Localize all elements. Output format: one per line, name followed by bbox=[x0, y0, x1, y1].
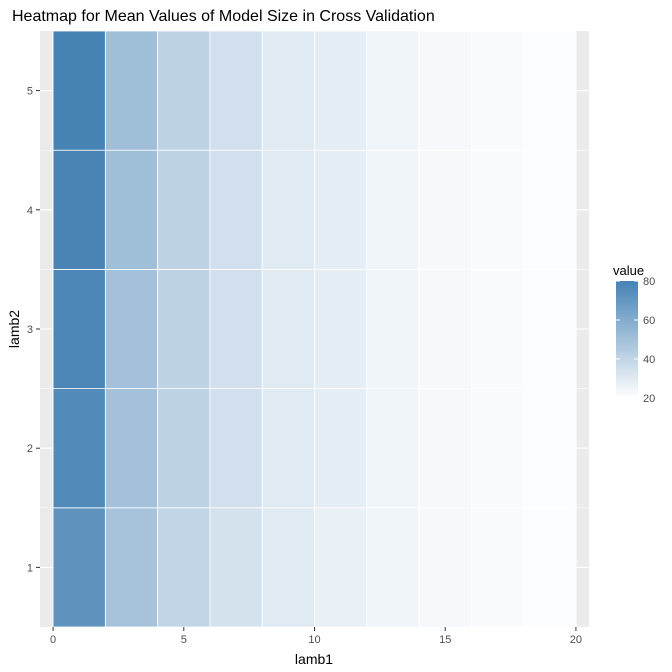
y-axis: 1 2 3 4 5 bbox=[27, 86, 40, 574]
heatmap-tile bbox=[418, 268, 472, 389]
heatmap-tile bbox=[366, 268, 420, 389]
heatmap-tile bbox=[523, 30, 577, 151]
heatmap-tile bbox=[52, 30, 106, 151]
y-axis-title: lamb2 bbox=[6, 310, 22, 348]
heatmap-tile bbox=[209, 149, 263, 270]
heatmap-tile bbox=[470, 30, 525, 151]
heatmap-tile bbox=[52, 268, 106, 389]
legend-tick-label: 20 bbox=[643, 393, 655, 405]
heatmap-tile bbox=[104, 149, 159, 270]
heatmap-tile bbox=[470, 507, 525, 628]
heatmap-tile bbox=[157, 149, 211, 270]
heatmap-tile bbox=[523, 507, 577, 628]
heatmap-tiles bbox=[52, 30, 577, 628]
heatmap-tile bbox=[314, 388, 368, 509]
heatmap-tile bbox=[157, 507, 211, 628]
heatmap-tile bbox=[470, 388, 525, 509]
heatmap-tile bbox=[209, 30, 263, 151]
x-axis-title: lamb1 bbox=[295, 651, 333, 667]
heatmap-tile bbox=[52, 149, 106, 270]
x-tick-label: 15 bbox=[439, 634, 451, 646]
heatmap-tile bbox=[209, 268, 263, 389]
heatmap-tile bbox=[157, 30, 211, 151]
legend-title: value bbox=[613, 263, 644, 278]
heatmap-tile bbox=[523, 388, 577, 509]
heatmap-tile bbox=[52, 388, 106, 509]
heatmap-tile bbox=[470, 268, 525, 389]
heatmap-tile bbox=[157, 388, 211, 509]
y-tick-label: 5 bbox=[27, 86, 33, 98]
y-tick-label: 3 bbox=[27, 324, 33, 336]
heatmap-tile bbox=[314, 149, 368, 270]
heatmap-tile bbox=[418, 507, 472, 628]
heatmap-tile bbox=[261, 507, 315, 628]
x-axis: 0 5 10 15 20 bbox=[50, 627, 582, 646]
heatmap-tile bbox=[209, 388, 263, 509]
y-tick-label: 2 bbox=[27, 443, 33, 455]
heatmap-tile bbox=[314, 30, 368, 151]
heatmap-tile bbox=[366, 507, 420, 628]
legend-tick-label: 80 bbox=[643, 276, 655, 288]
heatmap-tile bbox=[314, 268, 368, 389]
heatmap-tile bbox=[104, 507, 159, 628]
heatmap-tile bbox=[418, 149, 472, 270]
chart-title: Heatmap for Mean Values of Model Size in… bbox=[12, 8, 435, 25]
heatmap-tile bbox=[261, 268, 315, 389]
heatmap-tile bbox=[366, 388, 420, 509]
x-tick-label: 10 bbox=[308, 634, 320, 646]
heatmap-tile bbox=[470, 149, 525, 270]
heatmap-tile bbox=[418, 388, 472, 509]
heatmap-tile bbox=[261, 388, 315, 509]
heatmap-tile bbox=[314, 507, 368, 628]
heatmap-tile bbox=[418, 30, 472, 151]
heatmap-tile bbox=[366, 149, 420, 270]
x-tick-label: 5 bbox=[181, 634, 187, 646]
legend-tick-label: 60 bbox=[643, 315, 655, 327]
x-tick-label: 0 bbox=[50, 634, 56, 646]
legend-colorbar bbox=[616, 281, 638, 398]
heatmap-tile bbox=[157, 268, 211, 389]
heatmap-tile bbox=[261, 30, 315, 151]
heatmap-tile bbox=[104, 30, 159, 151]
heatmap-tile bbox=[104, 388, 159, 509]
legend-tick-label: 40 bbox=[643, 354, 655, 366]
heatmap-tile bbox=[261, 149, 315, 270]
legend-ticks: 20 40 60 80 bbox=[616, 276, 655, 405]
heatmap-tile bbox=[209, 507, 263, 628]
y-tick-label: 1 bbox=[27, 562, 33, 574]
x-tick-label: 20 bbox=[570, 634, 582, 646]
heatmap-tile bbox=[104, 268, 159, 389]
legend: value 20 40 60 80 bbox=[613, 263, 655, 405]
heatmap-tile bbox=[52, 507, 106, 628]
y-tick-label: 4 bbox=[27, 205, 33, 217]
heatmap-tile bbox=[523, 149, 577, 270]
heatmap-tile bbox=[523, 268, 577, 389]
heatmap-tile bbox=[366, 30, 420, 151]
